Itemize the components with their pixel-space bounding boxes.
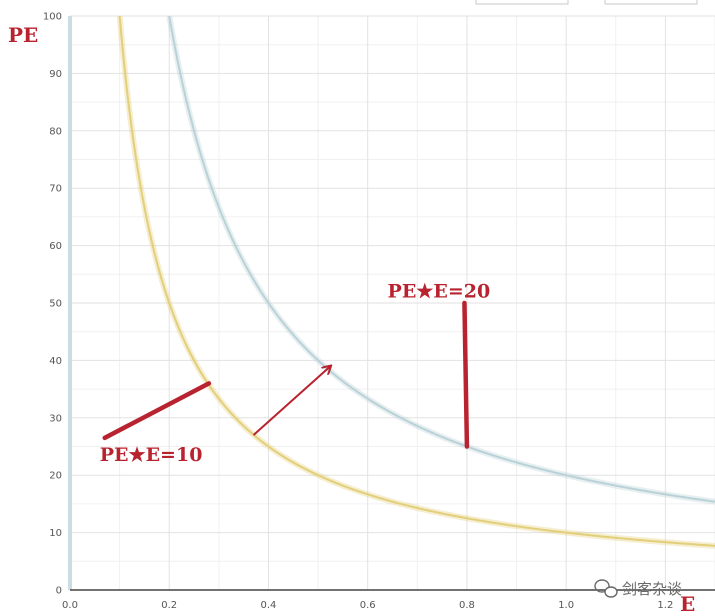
x-tick-label: 0.0 [62, 600, 78, 611]
grid [69, 15, 715, 591]
annotation-pointer-1 [102, 381, 212, 441]
x-axis-title: E [680, 592, 695, 616]
y-tick-label: 10 [49, 528, 62, 539]
y-tick-label: 40 [49, 356, 62, 367]
top-toolbar-box-2 [604, 0, 698, 5]
x-tick-label: 1.0 [558, 600, 574, 611]
annotation-label-1: PE★E=10 [100, 444, 203, 466]
y-tick-label: 0 [56, 586, 62, 597]
top-toolbar-box-1 [475, 0, 569, 5]
tick-labels: 0 10 20 30 40 50 60 70 80 90 100 0.0 0.2 0.4 0.6 0.8 1.0… [43, 12, 673, 612]
y-tick-label: 60 [49, 241, 62, 252]
x-tick-label: 0.4 [261, 600, 277, 611]
y-tick-label: 100 [43, 12, 62, 23]
y-tick-label: 50 [49, 299, 62, 310]
annotation-pointer-2 [462, 300, 470, 449]
x-tick-label: 1.2 [657, 600, 673, 611]
x-tick-label: 0.2 [161, 600, 177, 611]
y-tick-label: 30 [49, 413, 62, 424]
series-line-2 [168, 15, 715, 503]
watermark-text: 剑客杂谈 [622, 580, 682, 598]
wechat-icon [594, 579, 618, 598]
x-tick-label: 0.8 [459, 600, 475, 611]
y-axis-title: PE [8, 23, 38, 47]
x-tick-label: 0.6 [360, 600, 376, 611]
y-tick-label: 20 [49, 471, 62, 482]
y-tick-label: 90 [49, 69, 62, 80]
series-layer [116, 15, 715, 549]
annotation-label-2: PE★E=20 [388, 280, 491, 302]
y-tick-label: 80 [49, 126, 62, 137]
annotations: PE★E=10 PE★E=20 [100, 280, 490, 466]
shift-arrow [252, 366, 331, 436]
y-tick-label: 70 [49, 184, 62, 195]
watermark: 剑客杂谈 [594, 579, 682, 598]
series-line-1 [118, 15, 715, 547]
